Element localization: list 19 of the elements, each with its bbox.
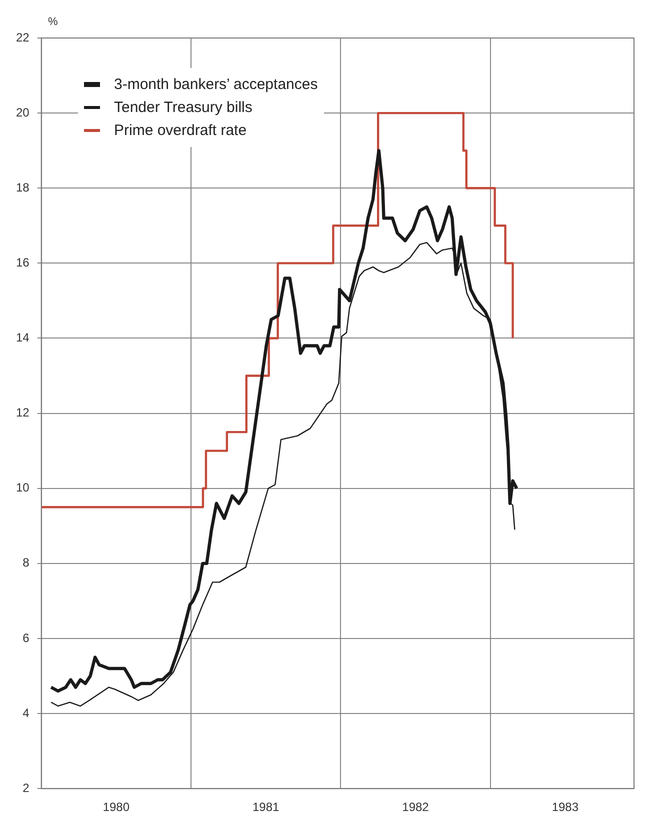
- y-tick-label: 8: [22, 556, 30, 570]
- y-tick-label: 10: [16, 480, 30, 495]
- legend-label: 3-month bankers’ acceptances: [114, 76, 318, 93]
- y-tick-label: 6: [22, 630, 30, 645]
- legend-label: Prime overdraft rate: [114, 122, 247, 139]
- x-tick-label: 1982: [402, 800, 430, 814]
- y-tick-label: 14: [16, 330, 30, 345]
- y-tick-label: 4: [22, 706, 30, 720]
- y-axis-title: %: [48, 16, 58, 28]
- y-tick-label: 16: [16, 255, 30, 270]
- x-tick-label: 1983: [552, 800, 579, 814]
- y-tick-label: 22: [16, 30, 30, 44]
- y-tick-label: 20: [16, 105, 30, 120]
- legend-label: Tender Treasury bills: [114, 99, 252, 116]
- y-tick-label: 18: [16, 180, 30, 194]
- y-tick-label: 2: [22, 780, 30, 795]
- y-tick-label: 12: [16, 406, 30, 420]
- x-tick-label: 1981: [252, 800, 280, 814]
- x-tick-label: 1980: [102, 800, 130, 814]
